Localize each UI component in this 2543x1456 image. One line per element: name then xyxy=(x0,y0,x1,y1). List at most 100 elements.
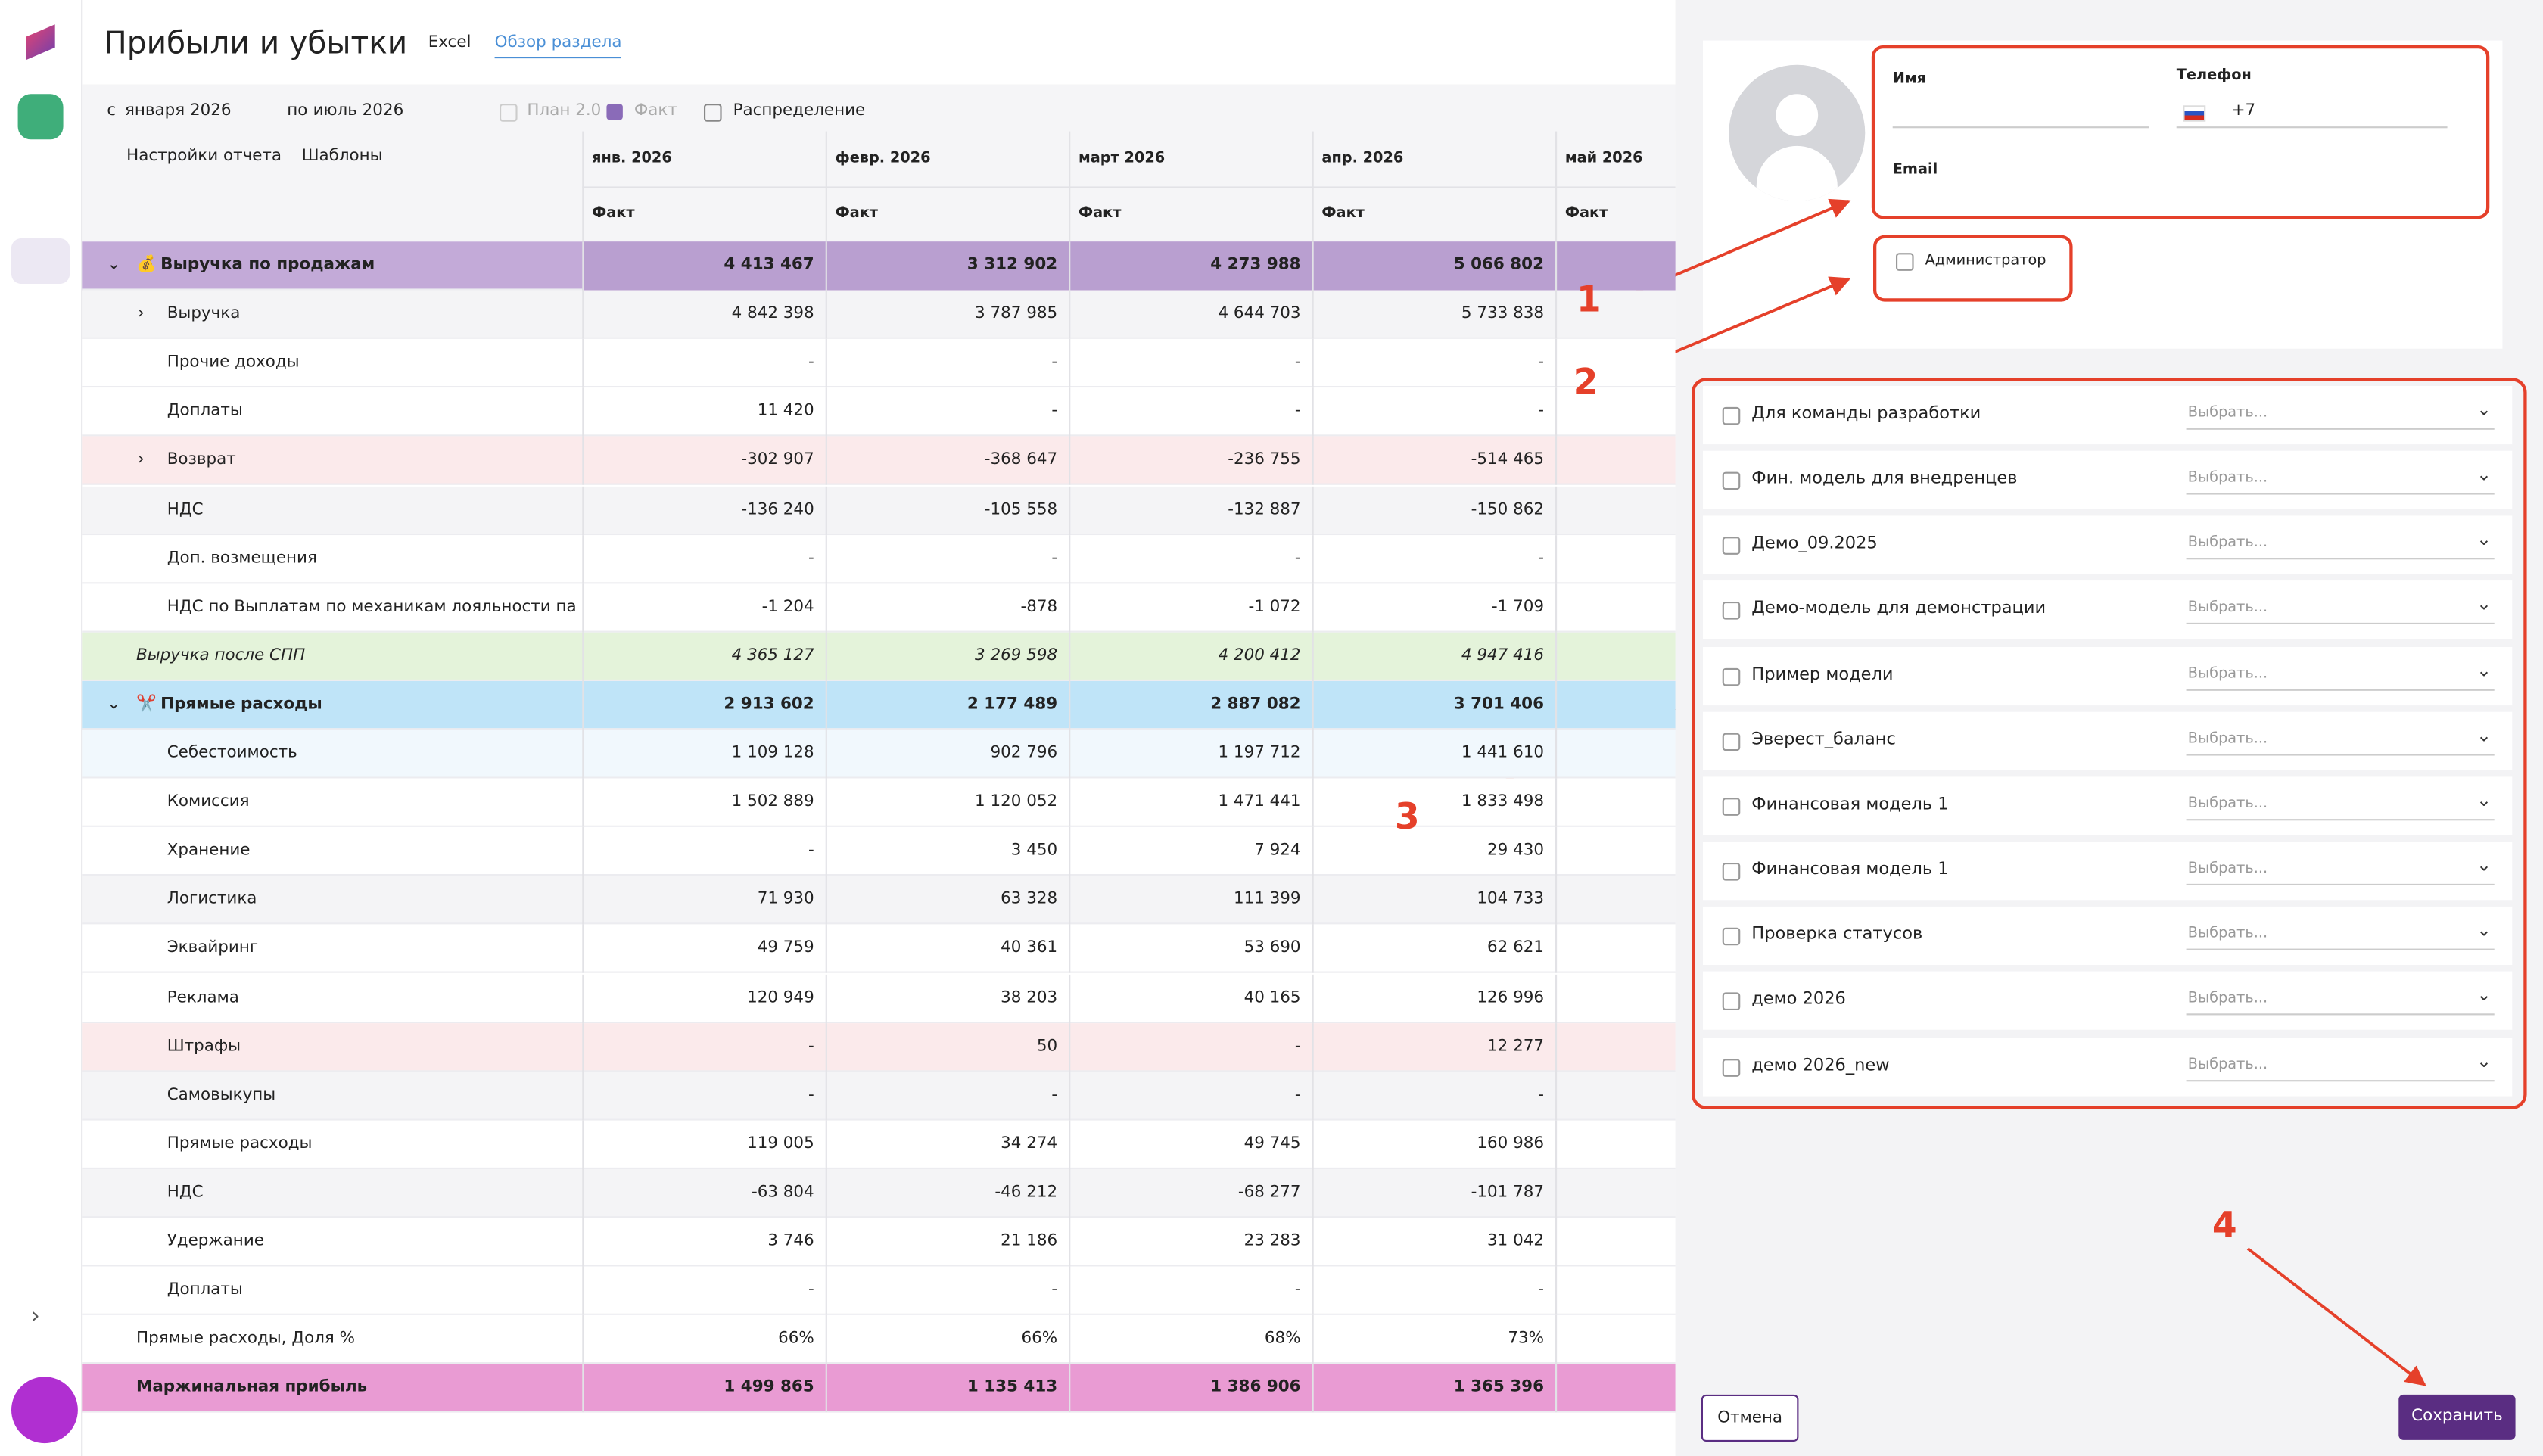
cell-divider xyxy=(1555,437,1558,486)
expand-sidebar[interactable]: › xyxy=(30,1303,40,1330)
cell-value: 4 365 127 xyxy=(582,632,814,681)
role-select[interactable] xyxy=(2186,529,2495,560)
row-toggle[interactable]: › xyxy=(138,305,145,323)
cell-value: 3 450 xyxy=(825,827,1057,876)
to-date[interactable]: июль 2026 xyxy=(313,102,404,120)
cell-value: 2 177 489 xyxy=(825,680,1057,730)
cell-value: 4 644 703 xyxy=(1069,290,1301,340)
row-label: Выручка после СПП xyxy=(136,646,306,665)
plan-checkbox[interactable] xyxy=(500,104,518,122)
role-placeholder: Выбрать... xyxy=(2187,991,2268,1008)
column-subtitle: Факт xyxy=(1079,206,1122,222)
cell-value: -368 647 xyxy=(825,437,1057,486)
role-placeholder: Выбрать... xyxy=(2187,405,2268,422)
project-checkbox[interactable] xyxy=(1722,863,1741,881)
admin-checkbox[interactable] xyxy=(1896,253,1914,271)
role-select[interactable] xyxy=(2186,919,2495,951)
row-toggle[interactable]: ⌄ xyxy=(107,256,121,275)
annotation-number: 2 xyxy=(1573,363,1598,404)
table-row xyxy=(82,1168,1676,1218)
save-button[interactable]: Сохранить xyxy=(2398,1394,2516,1440)
chat-button[interactable] xyxy=(11,1377,78,1444)
row-label: Самовыкупы xyxy=(167,1086,276,1104)
role-chevron: ⌄ xyxy=(2476,789,2492,811)
cell-value: -150 862 xyxy=(1312,485,1544,535)
role-select[interactable] xyxy=(2186,1050,2495,1081)
cell-value: 160 986 xyxy=(1312,1120,1544,1169)
project-checkbox[interactable] xyxy=(1722,928,1741,946)
cell-divider xyxy=(1555,1071,1558,1121)
email-label: Email xyxy=(1892,162,1938,179)
project-checkbox[interactable] xyxy=(1722,798,1741,816)
cell-value: 40 361 xyxy=(825,925,1057,974)
cell-divider xyxy=(1555,1266,1558,1316)
cell-value: 1 365 396 xyxy=(1312,1364,1544,1414)
distribution-checkbox[interactable] xyxy=(704,104,722,122)
phone-input[interactable] xyxy=(2176,98,2448,129)
project-name: Демо_09.2025 xyxy=(1751,534,1878,554)
project-checkbox[interactable] xyxy=(1722,602,1741,621)
row-label: Прямые расходы, Доля % xyxy=(136,1330,355,1349)
flag xyxy=(2183,105,2206,122)
nav-home[interactable] xyxy=(17,94,64,140)
role-select[interactable] xyxy=(2186,854,2495,886)
row-label: Возврат xyxy=(167,451,236,470)
cell-divider xyxy=(1555,485,1558,535)
role-placeholder: Выбрать... xyxy=(2187,926,2268,943)
cell-value: 62 621 xyxy=(1312,925,1544,974)
role-select[interactable] xyxy=(2186,594,2495,625)
table-row xyxy=(82,730,1676,779)
project-checkbox[interactable] xyxy=(1722,733,1741,751)
project-checkbox[interactable] xyxy=(1722,406,1741,425)
cell-divider xyxy=(1555,778,1558,828)
cell-value: 1 502 889 xyxy=(582,778,814,828)
project-checkbox[interactable] xyxy=(1722,471,1741,490)
role-select[interactable] xyxy=(2186,399,2495,430)
project-checkbox[interactable] xyxy=(1722,667,1741,686)
row-label: НДС xyxy=(167,500,204,518)
cell-divider xyxy=(1555,583,1558,633)
overview-link[interactable]: Обзор раздела xyxy=(494,34,622,59)
project-checkbox[interactable] xyxy=(1722,993,1741,1011)
cell-value: 2 913 602 xyxy=(582,680,814,730)
templates[interactable]: Шаблоны xyxy=(301,148,383,166)
fact-checkbox[interactable] xyxy=(606,104,623,120)
table-row xyxy=(82,1120,1676,1169)
project-name: Проверка статусов xyxy=(1751,924,1923,944)
row-label: Прямые расходы xyxy=(160,695,322,714)
role-select[interactable] xyxy=(2186,724,2495,756)
from-date[interactable]: января 2026 xyxy=(125,102,232,120)
name-input[interactable] xyxy=(1892,98,2149,129)
cell-value: 120 949 xyxy=(582,973,814,1023)
row-label: Выручка xyxy=(167,305,241,323)
cancel-button[interactable]: Отмена xyxy=(1701,1394,1799,1442)
role-select[interactable] xyxy=(2186,985,2495,1016)
cell-value: - xyxy=(1069,1266,1301,1316)
project-checkbox[interactable] xyxy=(1722,537,1741,555)
role-placeholder: Выбрать... xyxy=(2187,795,2268,813)
role-select[interactable] xyxy=(2186,789,2495,821)
cell-value: 66% xyxy=(582,1315,814,1364)
cell-value: - xyxy=(1312,339,1544,388)
cell-value: 5 733 838 xyxy=(1312,290,1544,340)
project-name: Демо-модель для демонстрации xyxy=(1751,599,2047,619)
role-select[interactable] xyxy=(2186,464,2495,495)
cell-value: 4 413 467 xyxy=(582,241,814,291)
cell-value: -105 558 xyxy=(825,485,1057,535)
excel-button[interactable]: Excel xyxy=(428,34,472,52)
role-placeholder: Выбрать... xyxy=(2187,470,2268,487)
row-toggle[interactable]: ⌄ xyxy=(107,695,121,714)
table-row xyxy=(82,973,1676,1023)
cell-value: 3 746 xyxy=(582,1218,814,1267)
table-row xyxy=(82,1022,1676,1072)
sidebar xyxy=(0,0,83,1456)
cell-value: - xyxy=(1069,1071,1301,1121)
project-checkbox[interactable] xyxy=(1722,1058,1741,1076)
row-toggle[interactable]: › xyxy=(138,451,145,470)
report-settings[interactable]: Настройки отчета xyxy=(126,148,282,166)
role-select[interactable] xyxy=(2186,659,2495,690)
nav-active[interactable] xyxy=(11,238,70,284)
cell-value: - xyxy=(1069,1022,1301,1072)
cell-divider xyxy=(1555,339,1558,388)
header-divider xyxy=(582,186,1676,188)
